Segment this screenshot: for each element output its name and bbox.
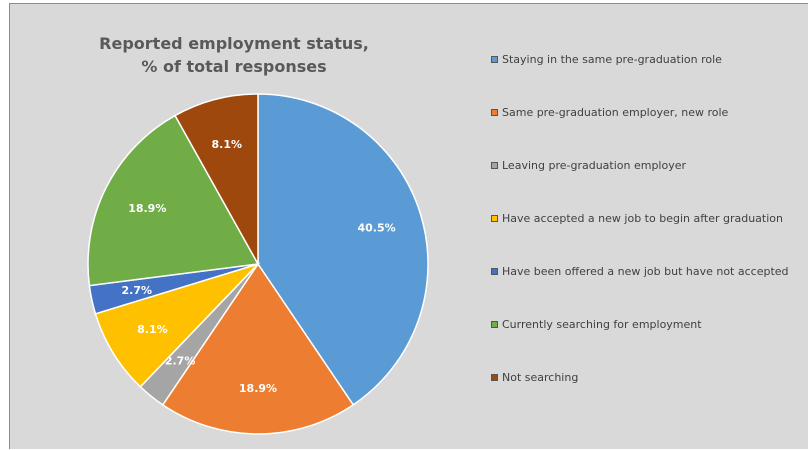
legend-label-2: Same pre-graduation employer, new role [502,105,729,119]
legend-item-2: Same pre-graduation employer, new role [491,105,728,119]
pie-slice-2 [161,262,355,435]
legend-swatch-6 [491,320,498,328]
legend-swatch-1 [491,55,498,63]
legend-item-7: Not searching [491,370,578,384]
legend-item-3: Leaving pre-graduation employer [491,158,686,172]
pie-slice-label-1: 40.5% [357,222,395,235]
legend-swatch-5 [491,267,498,275]
legend-label-4: Have accepted a new job to begin after g… [502,211,783,225]
legend-swatch-4 [491,214,498,222]
pie-slice-label-7: 8.1% [211,138,242,151]
pie-slice-label-5: 2.7% [122,284,153,297]
legend-label-1: Staying in the same pre-graduation role [502,52,722,66]
legend-label-6: Currently searching for employment [502,317,702,331]
chart-title-line-2: % of total responses [141,57,327,76]
legend-label-5: Have been offered a new job but have not… [502,264,789,278]
legend-item-5: Have been offered a new job but have not… [491,264,789,278]
legend-label-3: Leaving pre-graduation employer [502,158,687,172]
chart-title-line-1: Reported employment status, [99,34,369,53]
pie-slice-label-6: 18.9% [128,202,166,215]
chart-area: Reported employment status, % of total r… [9,3,808,449]
chart-title: Reported employment status, % of total r… [74,32,394,78]
legend-item-6: Currently searching for employment [491,317,702,331]
legend-item-4: Have accepted a new job to begin after g… [491,211,783,225]
pie-slice-7 [174,93,259,267]
pie-slice-1 [257,93,429,406]
legend-swatch-3 [491,161,498,169]
pie-slice-label-4: 8.1% [137,323,168,336]
legend-item-1: Staying in the same pre-graduation role [491,52,722,66]
legend-label-7: Not searching [502,370,579,384]
pie-slice-label-2: 18.9% [239,382,277,395]
legend-swatch-7 [491,373,498,381]
pie-chart: 40.5% 18.9% 2.7% 8.1% 2.7% 18.9% 8.1% [87,93,429,435]
legend-swatch-2 [491,108,498,116]
pie-slice-6 [87,114,260,287]
pie-slice-label-3: 2.7% [165,354,196,367]
